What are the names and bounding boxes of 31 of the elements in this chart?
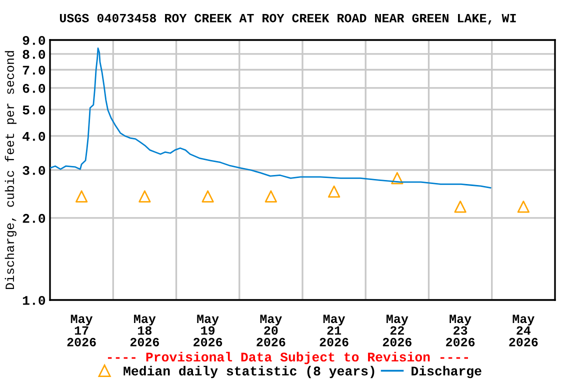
x-tick-label: May 18 2026	[130, 314, 159, 346]
point	[517, 200, 530, 213]
point	[264, 190, 278, 202]
point	[202, 190, 214, 202]
y-tick-label: 2.0	[22, 214, 46, 223]
y-tick-label: 3.0	[22, 166, 46, 175]
y-tick-label: 6.0	[22, 84, 46, 93]
x-tick-label: May 22 2026	[382, 314, 412, 346]
point	[138, 190, 151, 202]
y-tick-label: 1.0	[22, 296, 46, 305]
x-tick-label: May 20 2026	[256, 314, 286, 346]
legend-label: Median daily statistic (8 years)	[124, 366, 374, 378]
y-tick-label: 9.0	[22, 36, 46, 45]
y-tick-label: 8.0	[22, 50, 46, 59]
x-tick-label: May 21 2026	[320, 314, 348, 346]
chart-title: USGS 04073458 ROY CREEK AT ROY CREEK ROAD NEAR GREEN LAKE, WI	[60, 14, 516, 24]
point	[454, 200, 466, 213]
line-series	[50, 47, 492, 189]
y-axis-title: Discharge, cubic feet per second	[4, 51, 17, 290]
x-tick-label: May 23 2026	[446, 314, 475, 346]
x-tick-label: May 24 2026	[509, 314, 538, 346]
y-tick-label: 5.0	[22, 106, 46, 114]
point	[75, 190, 88, 202]
point	[328, 186, 340, 198]
x-tick-label: May 19 2026	[194, 314, 222, 346]
x-tick-label: May 17 2026	[67, 314, 96, 346]
y-tick-label: 4.0	[22, 132, 46, 141]
point	[391, 172, 404, 184]
y-tick-label: 7.0	[22, 66, 46, 75]
text: ---- Provisional Data Subject to Revision ----	[108, 352, 468, 364]
legend-label: Discharge	[412, 366, 482, 378]
